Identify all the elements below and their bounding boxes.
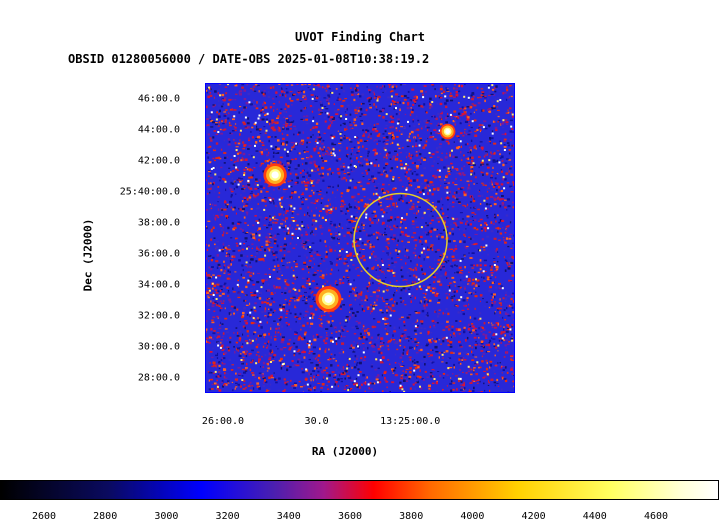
y-tick-label: 25:40:00.0 [120,187,180,198]
y-tick-label: 36:00.0 [138,249,180,260]
colorbar-tick-label: 3000 [154,511,178,522]
bright-star [315,286,341,312]
colorbar-tick-label: 3200 [216,511,240,522]
colorbar-tick-label: 3600 [338,511,362,522]
x-axis-label: RA (J2000) [312,445,378,458]
sky-image-svg [205,83,515,393]
y-tick-label: 44:00.0 [138,125,180,136]
x-tick-label: 13:25:00.0 [380,416,440,427]
colorbar-tick-label: 2800 [93,511,117,522]
y-tick-label: 46:00.0 [138,94,180,105]
sky-image [205,83,515,393]
colorbar-tick-label: 3800 [399,511,423,522]
y-tick-label: 34:00.0 [138,280,180,291]
y-axis-label: Dec (J2000) [82,219,95,292]
y-tick-label: 28:00.0 [138,373,180,384]
y-tick-label: 30:00.0 [138,342,180,353]
chart-title: UVOT Finding Chart [0,30,720,44]
colorbar-tick-label: 4200 [522,511,546,522]
y-tick-label: 38:00.0 [138,218,180,229]
colorbar-tick-label: 2600 [32,511,56,522]
colorbar-tick-label: 4400 [583,511,607,522]
colorbar-tick-label: 4600 [644,511,668,522]
colorbar-tick-label: 4000 [460,511,484,522]
y-tick-label: 32:00.0 [138,311,180,322]
bright-star [263,163,286,186]
colorbar [0,480,719,500]
chart-subtitle: OBSID 01280056000 / DATE-OBS 2025-01-08T… [68,52,429,66]
x-tick-label: 30.0 [305,416,329,427]
colorbar-tick-label: 3400 [277,511,301,522]
x-tick-label: 26:00.0 [202,416,244,427]
y-tick-label: 42:00.0 [138,156,180,167]
bright-star [440,124,456,140]
